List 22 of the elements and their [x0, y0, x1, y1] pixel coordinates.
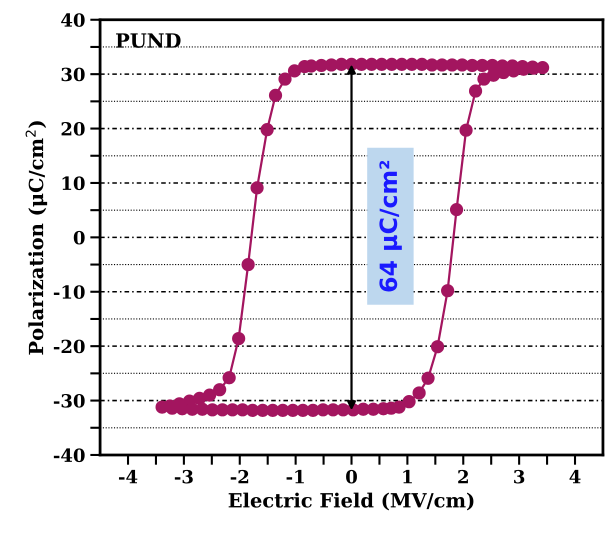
- x-tick-label: 0: [346, 470, 357, 484]
- y-tick-label: -30: [54, 394, 85, 408]
- y-tick-label: 10: [62, 176, 85, 190]
- y-axis-title: Polarization (μC/cm$^{2}$): [26, 121, 48, 355]
- x-tick-label: 1: [403, 470, 412, 484]
- y-tick-label: 30: [62, 68, 85, 82]
- x-axis-title: Electric Field (MV/cm): [228, 492, 474, 510]
- x-tick-label: 4: [569, 470, 581, 484]
- x-tick-label: 3: [514, 470, 524, 484]
- x-tick-label: -2: [230, 470, 248, 484]
- x-tick-label: -3: [174, 470, 193, 484]
- annotation: 64 μC/cm²: [379, 160, 402, 292]
- y-tick-label: 20: [62, 122, 85, 136]
- y-tick-label: 0: [74, 230, 85, 244]
- y-tick-label: -10: [54, 285, 85, 299]
- y-tick-label: -40: [54, 448, 85, 462]
- y-tick-label: 40: [61, 13, 85, 27]
- x-tick-label: 2: [458, 470, 468, 484]
- y-tick-label: -20: [54, 340, 85, 354]
- x-tick-label: -1: [286, 470, 304, 484]
- annotation: PUND: [116, 33, 181, 48]
- x-tick-label: -4: [118, 470, 138, 484]
